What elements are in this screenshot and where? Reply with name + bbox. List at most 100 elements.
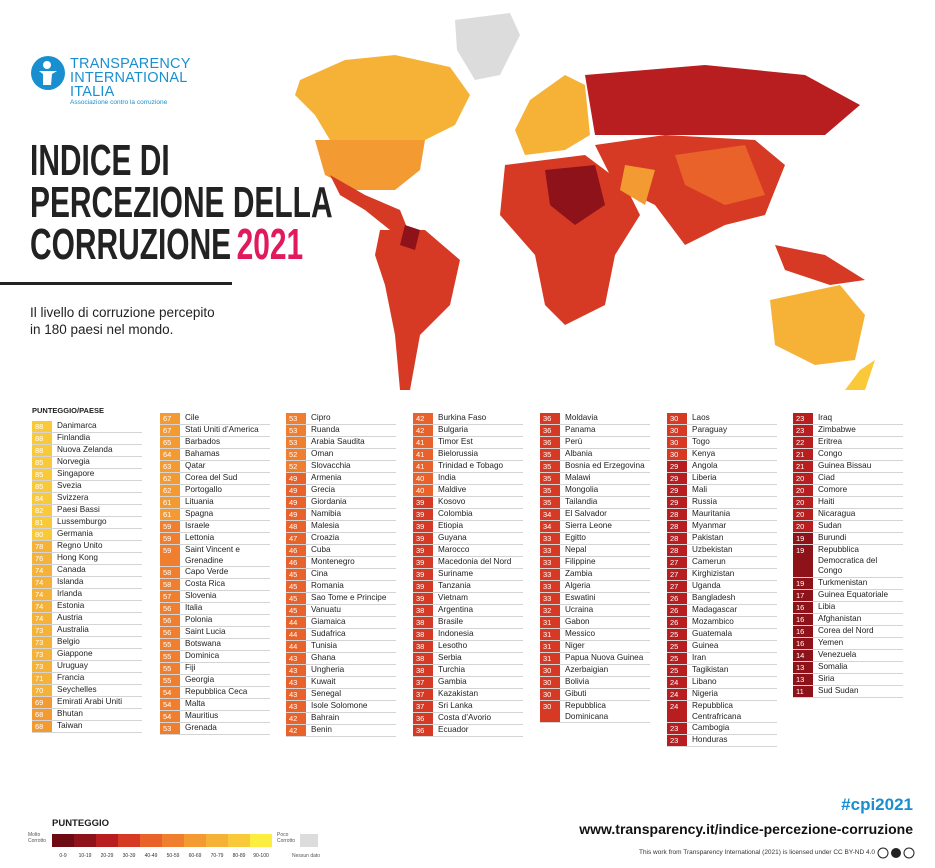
country: Madagascar bbox=[692, 605, 738, 614]
country: Mozambico bbox=[692, 617, 734, 626]
score: 54 bbox=[160, 699, 180, 710]
score: 40 bbox=[413, 473, 433, 484]
score: 63 bbox=[160, 461, 180, 472]
score: 56 bbox=[160, 627, 180, 638]
legend-swatch bbox=[140, 834, 162, 847]
ranking-column: 42 Burkina Faso 42 Bulgaria 41 Timor Est 41 Bie… bbox=[413, 413, 523, 737]
score: 64 bbox=[160, 449, 180, 460]
north-america-mid bbox=[315, 140, 425, 190]
score: 26 bbox=[667, 593, 687, 604]
country: Filippine bbox=[565, 557, 596, 566]
legend-swatch bbox=[52, 834, 74, 847]
ranking-row: 54 Malta bbox=[160, 699, 270, 711]
score: 42 bbox=[413, 425, 433, 436]
ranking-row: 44 Sudafrica bbox=[286, 629, 396, 641]
score: 76 bbox=[32, 553, 52, 564]
score: 20 bbox=[793, 521, 813, 532]
country: Grenada bbox=[185, 723, 217, 732]
ranking-row: 88 Danimarca bbox=[32, 421, 142, 433]
country: Cipro bbox=[311, 413, 331, 422]
score: 44 bbox=[286, 617, 306, 628]
ranking-row: 74 Canada bbox=[32, 565, 142, 577]
score: 56 bbox=[160, 615, 180, 626]
ranking-row: 53 Cipro bbox=[286, 413, 396, 425]
score: 33 bbox=[540, 581, 560, 592]
country: Macedonia del Nord bbox=[438, 557, 512, 566]
ranking-row: 34 Sierra Leone bbox=[540, 521, 650, 533]
score: 56 bbox=[160, 603, 180, 614]
legend-label: 0-9 bbox=[59, 853, 67, 859]
country: Georgia bbox=[185, 675, 215, 684]
ranking-row: 36 Ecuador bbox=[413, 725, 523, 737]
score: 70 bbox=[32, 685, 52, 696]
legend-swatch bbox=[206, 834, 228, 847]
ranking-row: 61 Spagna bbox=[160, 509, 270, 521]
country: Romania bbox=[311, 581, 344, 590]
score: 33 bbox=[540, 557, 560, 568]
score: 62 bbox=[160, 473, 180, 484]
ranking-row: 38 Argentina bbox=[413, 605, 523, 617]
score: 78 bbox=[32, 541, 52, 552]
ranking-row: 74 Irlanda bbox=[32, 589, 142, 601]
country: Dominica bbox=[185, 651, 220, 660]
country: Malawi bbox=[565, 473, 591, 482]
ranking-row: 69 Emirati Arabi Uniti bbox=[32, 697, 142, 709]
country: Isole Solomone bbox=[311, 701, 368, 710]
country: Arabia Saudita bbox=[311, 437, 365, 446]
country: Taiwan bbox=[57, 721, 83, 730]
ranking-row: 28 Uzbekistan bbox=[667, 545, 777, 557]
country: Sao Tome e Principe bbox=[311, 593, 387, 602]
score: 24 bbox=[667, 689, 687, 700]
score: 52 bbox=[286, 461, 306, 472]
ranking-row: 30 Paraguay bbox=[667, 425, 777, 437]
country: Ruanda bbox=[311, 425, 340, 434]
ranking-row: 71 Francia bbox=[32, 673, 142, 685]
ranking-row: 30 Kenya bbox=[667, 449, 777, 461]
ranking-row: 24 Nigeria bbox=[667, 689, 777, 701]
country: Islanda bbox=[57, 577, 84, 586]
ranking-row: 25 Tagikistan bbox=[667, 665, 777, 677]
country: Germania bbox=[57, 529, 93, 538]
ranking-row: 88 Nuova Zelanda bbox=[32, 445, 142, 457]
country: Emirati Arabi Uniti bbox=[57, 697, 123, 706]
legend-title: PUNTEGGIO bbox=[52, 818, 110, 829]
ranking-row: 58 Costa Rica bbox=[160, 579, 270, 591]
ranking-row: 39 Marocco bbox=[413, 545, 523, 557]
country: Norvegia bbox=[57, 457, 90, 466]
ranking-row: 73 Uruguay bbox=[32, 661, 142, 673]
ranking-row: 53 Arabia Saudita bbox=[286, 437, 396, 449]
ranking-row: 40 India bbox=[413, 473, 523, 485]
score: 20 bbox=[793, 473, 813, 484]
ranking-row: 45 Cina bbox=[286, 569, 396, 581]
country: Spagna bbox=[185, 509, 214, 518]
score: 16 bbox=[793, 613, 813, 625]
country: Zimbabwe bbox=[818, 425, 856, 434]
score: 61 bbox=[160, 497, 180, 508]
country: Corea del Nord bbox=[818, 625, 874, 635]
score: 84 bbox=[32, 493, 52, 504]
country: Cile bbox=[185, 413, 200, 422]
score: 85 bbox=[32, 481, 52, 492]
ranking-row: 49 Armenia bbox=[286, 473, 396, 485]
score: 31 bbox=[540, 653, 560, 664]
ranking-row: 49 Grecia bbox=[286, 485, 396, 497]
ranking-row: 74 Islanda bbox=[32, 577, 142, 589]
ranking-row: 16 Afghanistan bbox=[793, 613, 903, 626]
score: 31 bbox=[540, 629, 560, 640]
score: 30 bbox=[540, 689, 560, 700]
title: INDICE DI bbox=[30, 136, 170, 185]
country: Perù bbox=[565, 437, 583, 446]
country: Guyana bbox=[438, 533, 467, 542]
score: 41 bbox=[413, 437, 433, 448]
score: 38 bbox=[413, 605, 433, 616]
country: Kuwait bbox=[311, 677, 336, 686]
ranking-row: 81 Lussemburgo bbox=[32, 517, 142, 529]
url: www.transparency.it/indice-percezione-co… bbox=[579, 821, 913, 837]
country: Pakistan bbox=[692, 533, 724, 542]
score: 19 bbox=[793, 577, 813, 589]
country: Polonia bbox=[185, 615, 213, 624]
country: Liberia bbox=[692, 473, 717, 482]
score: 43 bbox=[286, 689, 306, 700]
score: 44 bbox=[286, 629, 306, 640]
country: Mongolia bbox=[565, 485, 599, 494]
